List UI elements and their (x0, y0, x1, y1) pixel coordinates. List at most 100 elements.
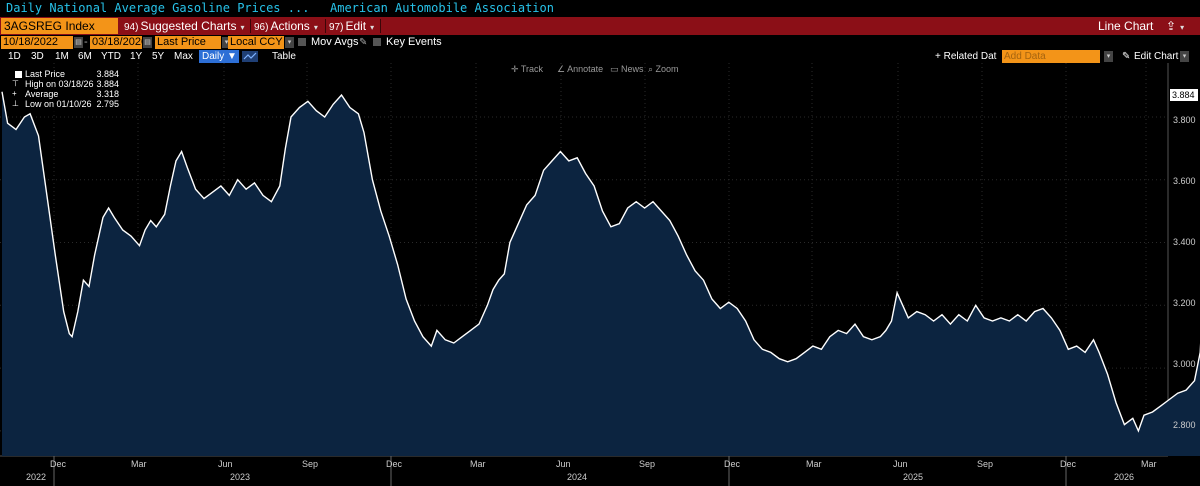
news-icon: ▭ (610, 64, 622, 74)
share-icon[interactable]: ⇪ ▾ (1166, 17, 1184, 37)
period-6m[interactable]: 6M (78, 51, 92, 62)
period-3d[interactable]: 3D (31, 51, 44, 62)
series-color-swatch (15, 71, 22, 78)
date-row: 10/18/2022 ▤ - 03/18/2026 ▤ Last Price ▾… (0, 35, 1200, 50)
frequency-dropdown[interactable]: Daily ▼ (199, 50, 239, 63)
x-tick-label: Jun (893, 459, 908, 469)
legend-value: 3.318 (96, 89, 119, 99)
legend-value: 3.884 (96, 79, 119, 89)
y-tick-label: 3.000 (1173, 359, 1196, 369)
menu-number: 97) (329, 22, 344, 33)
legend-label: Average (25, 89, 59, 99)
period-1d[interactable]: 1D (8, 51, 21, 62)
edit-button[interactable]: 97) Edit ▾ (329, 17, 374, 37)
last-value-tag: 3.884 (1170, 89, 1198, 101)
series-line[interactable] (1, 91, 1200, 433)
x-year-label: 2025 (903, 472, 924, 482)
chart-style-icon[interactable] (242, 51, 258, 62)
title-bar: Daily National Average Gasoline Prices .… (0, 0, 1200, 17)
high-icon: ⊤ (12, 79, 19, 88)
end-date-field[interactable]: 03/18/2026 (90, 36, 142, 49)
x-tick-label: Jun (218, 459, 233, 469)
legend-average-row: + Average 3.318 (7, 89, 122, 99)
menu-label: Edit (345, 19, 367, 33)
x-year-label: 2026 (1114, 472, 1135, 482)
zoom-label: Zoom (655, 64, 679, 74)
x-tick-label: Dec (724, 459, 741, 469)
legend-high-row: ⊤ High on 03/18/26 3.884 (7, 79, 122, 89)
period-1y[interactable]: 1Y (130, 51, 143, 62)
actions-button[interactable]: 96) Actions ▾ (254, 17, 318, 37)
pencil-icon[interactable]: ✎ (1122, 51, 1131, 62)
calendar-icon[interactable]: ▤ (74, 37, 83, 48)
calendar-icon[interactable]: ▤ (143, 37, 152, 48)
mov-avgs-checkbox[interactable] (298, 38, 306, 46)
x-tick-label: Sep (639, 459, 656, 469)
chevron-down-icon[interactable]: ▾ (285, 37, 294, 48)
x-tick-label: Jun (556, 459, 571, 469)
divider (380, 19, 381, 33)
chevron-down-icon: ▾ (313, 23, 318, 32)
search-icon: ⌕ (648, 64, 656, 74)
y-tick-label: 3.600 (1173, 176, 1196, 186)
legend-value: 3.884 (96, 69, 119, 79)
security-title[interactable]: Daily National Average Gasoline Prices .… (6, 1, 310, 15)
x-tick-label: Dec (50, 459, 67, 469)
table-button[interactable]: Table (272, 51, 296, 62)
y-tick-label: 3.800 (1173, 115, 1196, 125)
legend-last-row[interactable]: Last Price 3.884 (7, 69, 122, 79)
annotate-tool[interactable]: ∠ Annotate (557, 64, 603, 75)
period-1m[interactable]: 1M (55, 51, 69, 62)
y-tick-label: 2.800 (1173, 420, 1196, 430)
legend-low-row: ⊥ Low on 01/10/26 2.795 (7, 99, 122, 109)
key-events-label[interactable]: Key Events (386, 36, 442, 48)
pencil-icon[interactable]: ✎ (359, 37, 368, 48)
average-icon: + (12, 89, 17, 98)
start-date-field[interactable]: 10/18/2022 (1, 36, 73, 49)
menu-label: Suggested Charts (140, 19, 237, 33)
pencil-icon: ∠ (557, 64, 568, 74)
chevron-down-icon: ▾ (1180, 23, 1185, 32)
x-tick-label: Dec (1060, 459, 1077, 469)
chart-type-label[interactable]: Line Chart (1098, 19, 1154, 33)
x-tick-label: Sep (977, 459, 994, 469)
x-year-label: 2024 (567, 472, 588, 482)
ticker-field[interactable]: 3AGSREG Index (1, 18, 118, 34)
edit-chart-button[interactable]: Edit Chart (1134, 51, 1179, 62)
chevron-down-icon[interactable]: ▾ (1180, 51, 1189, 62)
x-tick-label: Mar (806, 459, 822, 469)
chart-marks (1, 91, 1200, 456)
news-label: News (621, 64, 644, 74)
chevron-down-icon[interactable]: ▾ (222, 37, 231, 48)
divider (250, 19, 251, 33)
track-tool[interactable]: ✛ Track (511, 64, 543, 75)
legend-label: High on 03/18/26 (25, 79, 94, 89)
menu-label: Actions (270, 19, 310, 33)
currency-selector[interactable]: Local CCY (228, 36, 284, 49)
field-selector[interactable]: Last Price (155, 36, 221, 49)
period-5y[interactable]: 5Y (152, 51, 165, 62)
period-ytd[interactable]: YTD (101, 51, 121, 62)
share-glyph: ⇪ (1166, 19, 1177, 33)
chart-area[interactable] (0, 63, 1200, 486)
price-chart[interactable] (0, 63, 1200, 486)
add-data-input[interactable]: Add Data (1002, 50, 1100, 63)
divider (325, 19, 326, 33)
period-max[interactable]: Max (174, 51, 193, 62)
crosshair-icon: ✛ (511, 64, 521, 74)
menu-number: 94) (124, 22, 139, 33)
related-data-button[interactable]: + Related Dat (935, 51, 997, 62)
toolbar: 3AGSREG Index 94) Suggested Charts ▾ 96) Ac… (0, 17, 1200, 35)
series-area (2, 91, 1200, 456)
suggested-charts-button[interactable]: 94) Suggested Charts ▾ (124, 17, 245, 37)
menu-number: 96) (254, 22, 269, 33)
news-tool[interactable]: ▭ News (610, 64, 644, 75)
low-icon: ⊥ (12, 99, 19, 108)
data-source: American Automobile Association (330, 1, 554, 15)
x-tick-label: Mar (470, 459, 486, 469)
mov-avgs-label[interactable]: Mov Avgs (311, 36, 359, 48)
zoom-tool[interactable]: ⌕ Zoom (648, 64, 679, 75)
period-row: 1D 3D 1M 6M YTD 1Y 5Y Max Daily ▼ Table … (0, 50, 1200, 63)
chevron-down-icon[interactable]: ▾ (1104, 51, 1113, 62)
key-events-checkbox[interactable] (373, 38, 381, 46)
